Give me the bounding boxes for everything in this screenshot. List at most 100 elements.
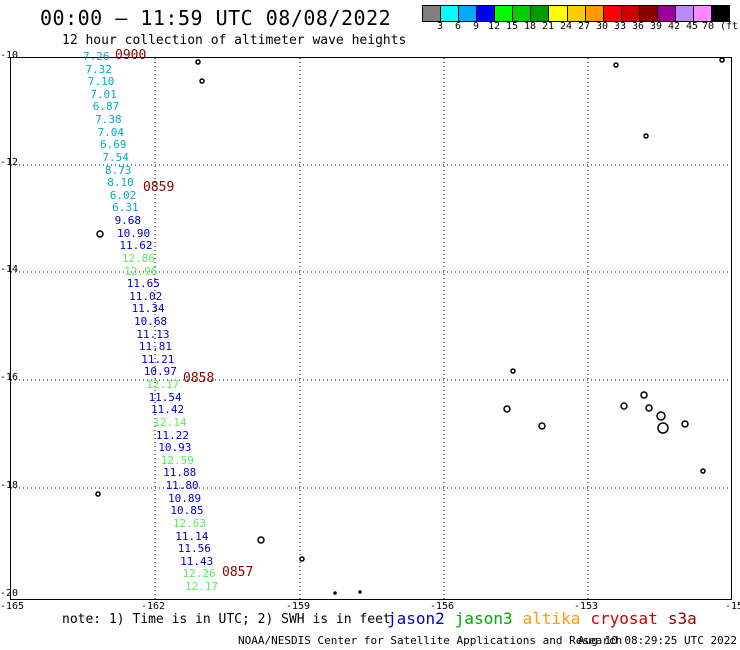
latitude-label: -18 <box>0 480 19 491</box>
legend-swatch <box>585 6 604 21</box>
wave-height-value: 7.54 <box>102 150 129 164</box>
island-outline <box>645 404 653 412</box>
legend-label: 42 <box>667 21 681 32</box>
wave-height-value: 10.68 <box>134 315 168 328</box>
island-outline <box>199 78 205 84</box>
wave-height-value: 11.42 <box>151 403 185 417</box>
wave-height-value: 7.32 <box>85 62 112 76</box>
satellite-legend-entry: jason2 <box>387 609 445 628</box>
satellite-legend: jason2 jason3 altika cryosat s3a <box>387 609 707 628</box>
latitude-label: -16 <box>0 372 19 383</box>
legend-swatch <box>441 6 460 21</box>
wave-height-value: 11.54 <box>148 390 182 404</box>
pass-time-label: 0858 <box>183 371 215 386</box>
legend-label: 30 <box>595 21 609 32</box>
wave-height-value: 6.69 <box>100 138 127 152</box>
longitude-label: -165 <box>0 601 25 612</box>
wave-height-value: 11.88 <box>163 466 197 480</box>
wave-height-value: 11.02 <box>129 289 163 303</box>
wave-height-value: 11.22 <box>155 428 189 442</box>
island-outline <box>656 411 666 421</box>
legend-swatch <box>477 6 496 21</box>
legend-swatch <box>513 6 532 21</box>
legend-swatch <box>639 6 658 21</box>
legend-swatch <box>657 6 676 21</box>
island-outline <box>257 536 265 544</box>
color-scale-legend <box>422 5 730 22</box>
wave-height-value: 6.31 <box>112 201 139 215</box>
wave-height-value: 10.89 <box>168 491 202 505</box>
longitude-label: -162 <box>141 601 166 612</box>
wave-height-value: 10.90 <box>117 226 151 240</box>
island-outline <box>613 62 619 68</box>
wave-height-value: 7.01 <box>90 87 117 101</box>
wave-height-value: 11.65 <box>126 277 160 291</box>
wave-height-value: 11.14 <box>175 529 209 543</box>
island-outline <box>333 591 337 595</box>
pass-time-label: 0857 <box>222 565 254 580</box>
legend-swatch <box>712 6 730 21</box>
wave-height-value: 8.10 <box>107 176 134 190</box>
island-outline <box>700 468 706 474</box>
wave-height-value: 12.86 <box>121 251 155 265</box>
satellite-legend-entry: altika <box>522 609 581 628</box>
island-outline <box>620 402 628 410</box>
wave-height-value: 11.62 <box>119 239 153 253</box>
longitude-label: -156 <box>430 601 455 612</box>
legend-label: 18 <box>523 21 537 32</box>
color-scale-labels: 3 6 9 12 15 18 21 24 27 30 33 36 39 42 45 70 (ft) <box>422 21 740 33</box>
map-frame <box>10 57 732 600</box>
latitude-label: -20 <box>0 588 19 599</box>
wave-height-value: 12.14 <box>153 415 187 429</box>
island-outline <box>95 491 101 497</box>
island-outline <box>195 59 201 65</box>
wave-height-value: 11.81 <box>138 340 172 354</box>
pass-time-label: 0900 <box>115 48 147 63</box>
latitude-label: -10 <box>0 50 19 61</box>
units-note: note: 1) Time is in UTC; 2) SWH is in fe… <box>62 612 391 627</box>
wave-height-value: 12.17 <box>146 378 180 392</box>
wave-height-value: 12.26 <box>182 567 216 581</box>
island-outline <box>719 57 725 63</box>
legend-label: 12 <box>487 21 501 32</box>
wave-height-value: 6.02 <box>109 188 137 202</box>
longitude-label: -15 <box>725 601 740 612</box>
wave-height-value: 12.63 <box>172 516 206 530</box>
legend-label: 3 <box>436 21 444 32</box>
wave-height-value: 11.34 <box>131 302 165 316</box>
legend-label: 27 <box>577 21 591 32</box>
island-outline <box>538 422 546 430</box>
wave-height-value: 12.17 <box>185 580 219 593</box>
map-subtitle: 12 hour collection of altimeter wave hei… <box>62 33 407 48</box>
latitude-label: -14 <box>0 264 19 275</box>
latitude-label: -12 <box>0 157 19 168</box>
legend-swatch <box>603 6 622 21</box>
legend-swatch <box>495 6 514 21</box>
footer-credit: NOAA/NESDIS Center for Satellite Applica… <box>238 634 623 647</box>
legend-label: 15 <box>505 21 519 32</box>
legend-swatch <box>621 6 640 21</box>
legend-swatch <box>675 6 694 21</box>
wave-height-value: 9.68 <box>114 214 142 228</box>
satellite-legend-entry: cryosat <box>590 609 658 628</box>
wave-height-value: 11.13 <box>136 327 170 341</box>
island-outline <box>96 230 104 238</box>
wave-height-value: 11.21 <box>141 352 175 366</box>
legend-swatch <box>423 6 442 21</box>
island-outline <box>643 133 649 139</box>
legend-swatch <box>549 6 568 21</box>
island-outline <box>640 391 648 399</box>
wave-height-value: 11.80 <box>165 479 199 493</box>
longitude-label: -159 <box>286 601 311 612</box>
wave-height-value: 7.10 <box>87 75 115 89</box>
footer-timestamp: Aug 10 08:29:25 UTC 2022 <box>578 634 737 647</box>
legend-label: 36 <box>631 21 645 32</box>
legend-swatch <box>693 6 712 21</box>
legend-swatch <box>531 6 550 21</box>
wave-height-value: 11.56 <box>177 542 211 556</box>
map-canvas <box>11 57 731 599</box>
wave-height-value: 10.85 <box>170 504 204 518</box>
legend-swatch <box>567 6 586 21</box>
wave-height-value: 10.97 <box>143 365 177 379</box>
legend-label: 70 (ft) <box>702 21 740 32</box>
